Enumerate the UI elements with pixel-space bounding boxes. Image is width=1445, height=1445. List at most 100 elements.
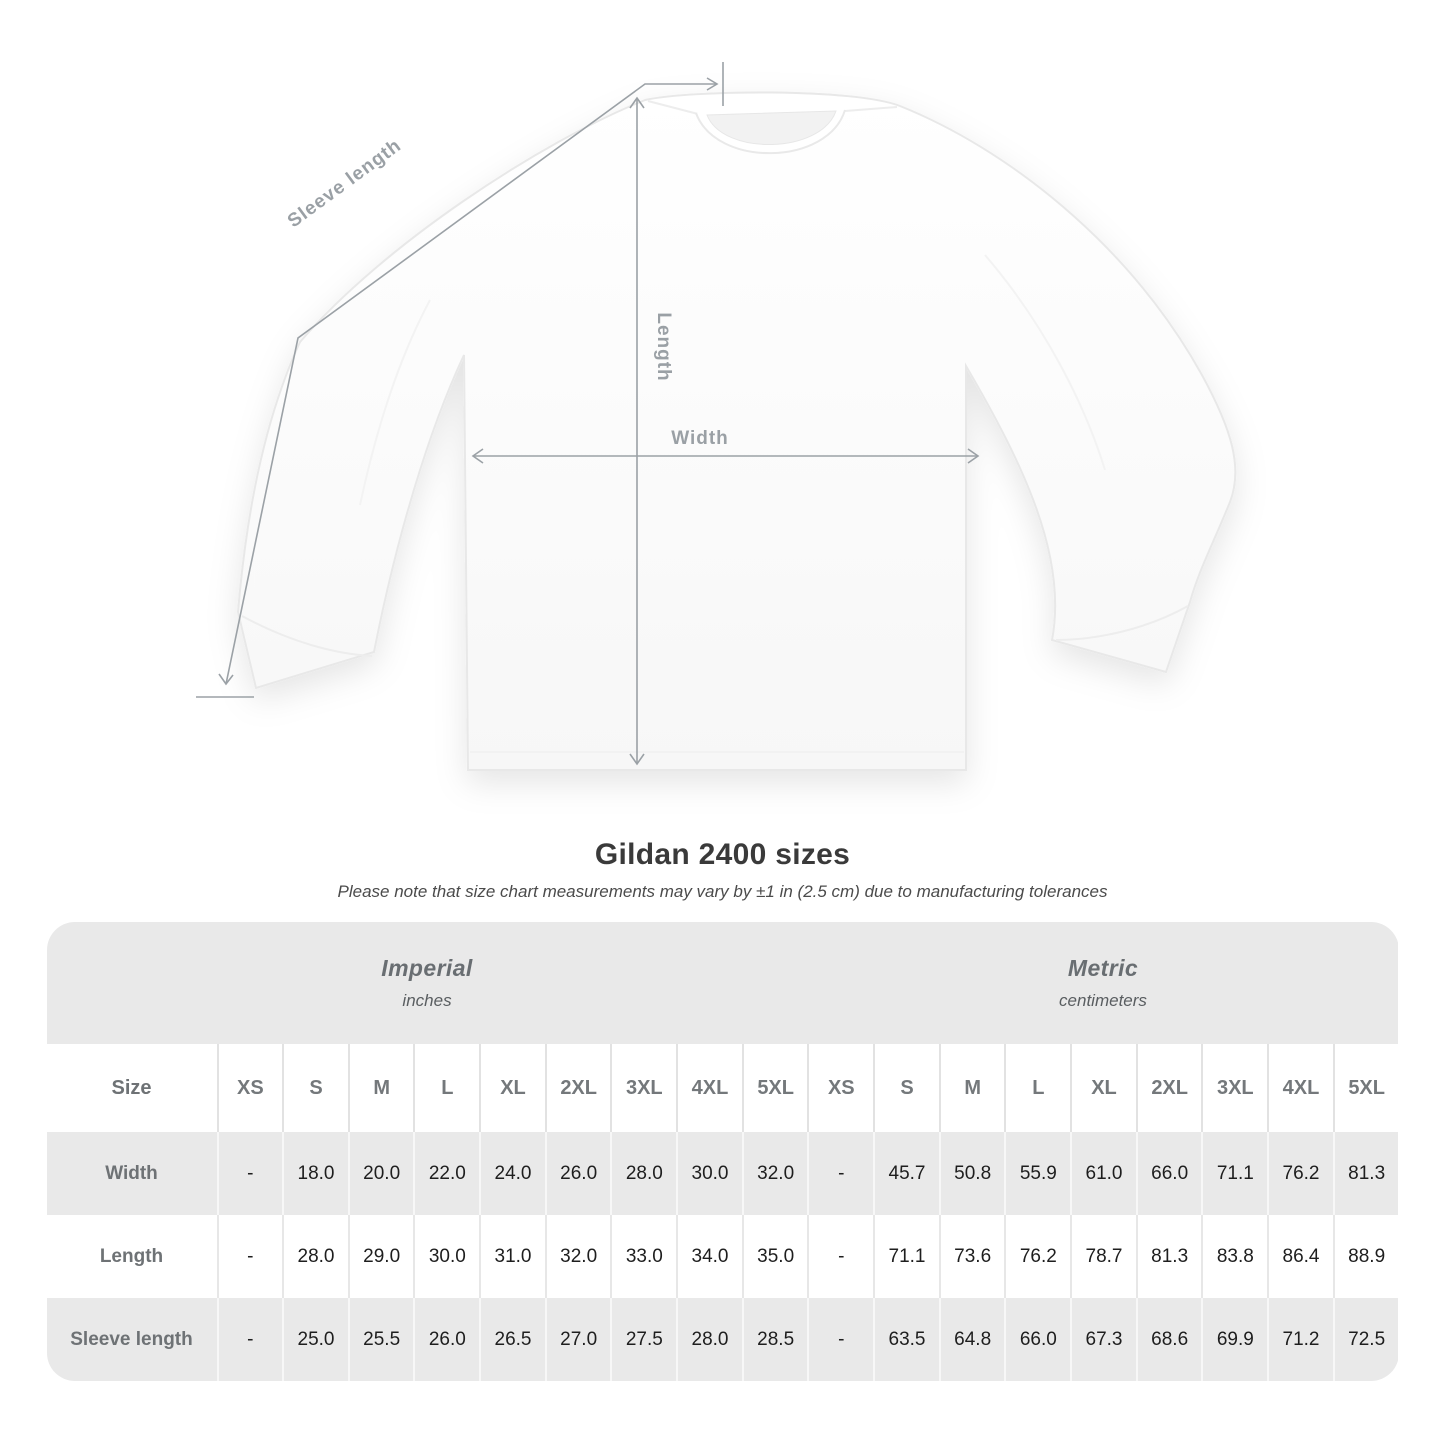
table-cell: 28.0 [676, 1298, 742, 1381]
sleeve-length-line [225, 83, 717, 685]
collar [695, 109, 846, 155]
table-cell: 71.1 [873, 1215, 939, 1298]
table-cell: 76.2 [1004, 1215, 1071, 1298]
size-table: Imperial inches Metric centimeters Size … [46, 922, 1399, 1381]
table-cell: 20.0 [347, 1132, 414, 1215]
table-cell: - [807, 1215, 874, 1298]
left-shoulder-seam [647, 100, 699, 115]
imperial-unit: inches [402, 991, 452, 1010]
width-arrow-right [967, 448, 980, 464]
table-cell: 69.9 [1201, 1298, 1268, 1381]
table-cell: 72.5 [1332, 1298, 1399, 1381]
table-cell: - [216, 1215, 283, 1298]
table-cell: 33.0 [610, 1215, 677, 1298]
table-cell: 64.8 [938, 1298, 1005, 1381]
neck-opening [706, 110, 837, 145]
table-cell: 22.0 [413, 1132, 480, 1215]
size-col-header: 4XL [676, 1044, 742, 1132]
length-arrow-down [629, 753, 645, 766]
table-cell: 50.8 [938, 1132, 1005, 1215]
page-title: Gildan 2400 sizes [594, 838, 851, 871]
sleeve-arrow-right [706, 77, 719, 91]
table-cell: 30.0 [413, 1215, 480, 1298]
table-cell: 30.0 [676, 1132, 742, 1215]
table-cell: 25.0 [282, 1298, 348, 1381]
size-col-header: 5XL [741, 1044, 808, 1132]
table-cell: 26.0 [544, 1132, 611, 1215]
row-label-sleeve-length: Sleeve length [46, 1298, 217, 1381]
table-cell: 88.9 [1332, 1215, 1399, 1298]
table-cell: 26.5 [479, 1298, 545, 1381]
size-col-header: S [873, 1044, 939, 1132]
size-col-header: L [1004, 1044, 1071, 1132]
table-cell: 18.0 [282, 1132, 348, 1215]
table-cell: 34.0 [676, 1215, 742, 1298]
sleeve-length-label: Sleeve length [284, 135, 406, 232]
table-cell: 73.6 [938, 1215, 1005, 1298]
size-col-header: 3XL [1201, 1044, 1268, 1132]
table-cell: 78.7 [1070, 1215, 1136, 1298]
table-cell: 66.0 [1004, 1298, 1071, 1381]
table-cell: 68.6 [1135, 1298, 1202, 1381]
sleeve-arrow-down [218, 673, 234, 686]
table-cell: 27.0 [544, 1298, 611, 1381]
table-cell: 71.1 [1201, 1132, 1268, 1215]
size-col-header: M [347, 1044, 414, 1132]
table-cell: - [216, 1298, 283, 1381]
row-label-width: Width [46, 1132, 217, 1215]
table-cell: 29.0 [347, 1215, 414, 1298]
title-block: Gildan 2400 sizes Please note that size … [0, 838, 1445, 902]
shirt-measurement-diagram: Sleeve length Length Width [196, 62, 1237, 771]
measurement-lines [196, 62, 980, 766]
table-cell: 32.0 [544, 1215, 611, 1298]
table-cell: 32.0 [741, 1132, 808, 1215]
table-cell: 71.2 [1267, 1298, 1333, 1381]
table-cell: 81.3 [1332, 1132, 1399, 1215]
size-col-header: 2XL [544, 1044, 611, 1132]
row-label-length: Length [46, 1215, 217, 1298]
table-cell: 28.5 [741, 1298, 808, 1381]
length-arrow-up [629, 96, 645, 109]
right-cuff-seam [1055, 605, 1189, 641]
table-cell: 31.0 [479, 1215, 545, 1298]
size-col-header: S [282, 1044, 348, 1132]
size-col-header: XL [1070, 1044, 1136, 1132]
length-label: Length [653, 312, 674, 381]
shirt-illustration [236, 91, 1237, 771]
table-cell: - [807, 1298, 874, 1381]
table-cell: - [807, 1132, 874, 1215]
size-col-header: XL [479, 1044, 545, 1132]
left-sleeve-fold [359, 299, 431, 506]
size-col-header: L [413, 1044, 480, 1132]
imperial-label: Imperial [381, 955, 473, 981]
right-sleeve-fold [984, 254, 1106, 471]
width-label: Width [671, 428, 729, 449]
table-cell: - [216, 1132, 283, 1215]
shirt-details [241, 100, 1189, 753]
table-cell: 28.0 [610, 1132, 677, 1215]
size-col-header: 5XL [1332, 1044, 1399, 1132]
table-cell: 61.0 [1070, 1132, 1136, 1215]
table-cell: 55.9 [1004, 1132, 1071, 1215]
table-cell: 81.3 [1135, 1215, 1202, 1298]
table-cell: 26.0 [413, 1298, 480, 1381]
size-col-header: 3XL [610, 1044, 677, 1132]
table-cell: 83.8 [1201, 1215, 1268, 1298]
size-col-header: XS [807, 1044, 874, 1132]
table-cell: 86.4 [1267, 1215, 1333, 1298]
table-cell: 45.7 [873, 1132, 939, 1215]
table-cell: 63.5 [873, 1298, 939, 1381]
table-cell: 76.2 [1267, 1132, 1333, 1215]
shirt-body [236, 91, 1237, 771]
right-shoulder-seam [844, 106, 898, 112]
table-cell: 67.3 [1070, 1298, 1136, 1381]
width-arrow-left [471, 448, 484, 464]
shirt-diagram-svg: Sleeve length Length Width [196, 62, 1237, 771]
table-cell: 28.0 [282, 1215, 348, 1298]
imperial-band: Imperial inches [46, 922, 808, 1044]
table-cell: 35.0 [741, 1215, 808, 1298]
size-header: Size [46, 1044, 217, 1132]
tolerance-note: Please note that size chart measurements… [337, 882, 1108, 901]
table-cell: 25.5 [347, 1298, 414, 1381]
